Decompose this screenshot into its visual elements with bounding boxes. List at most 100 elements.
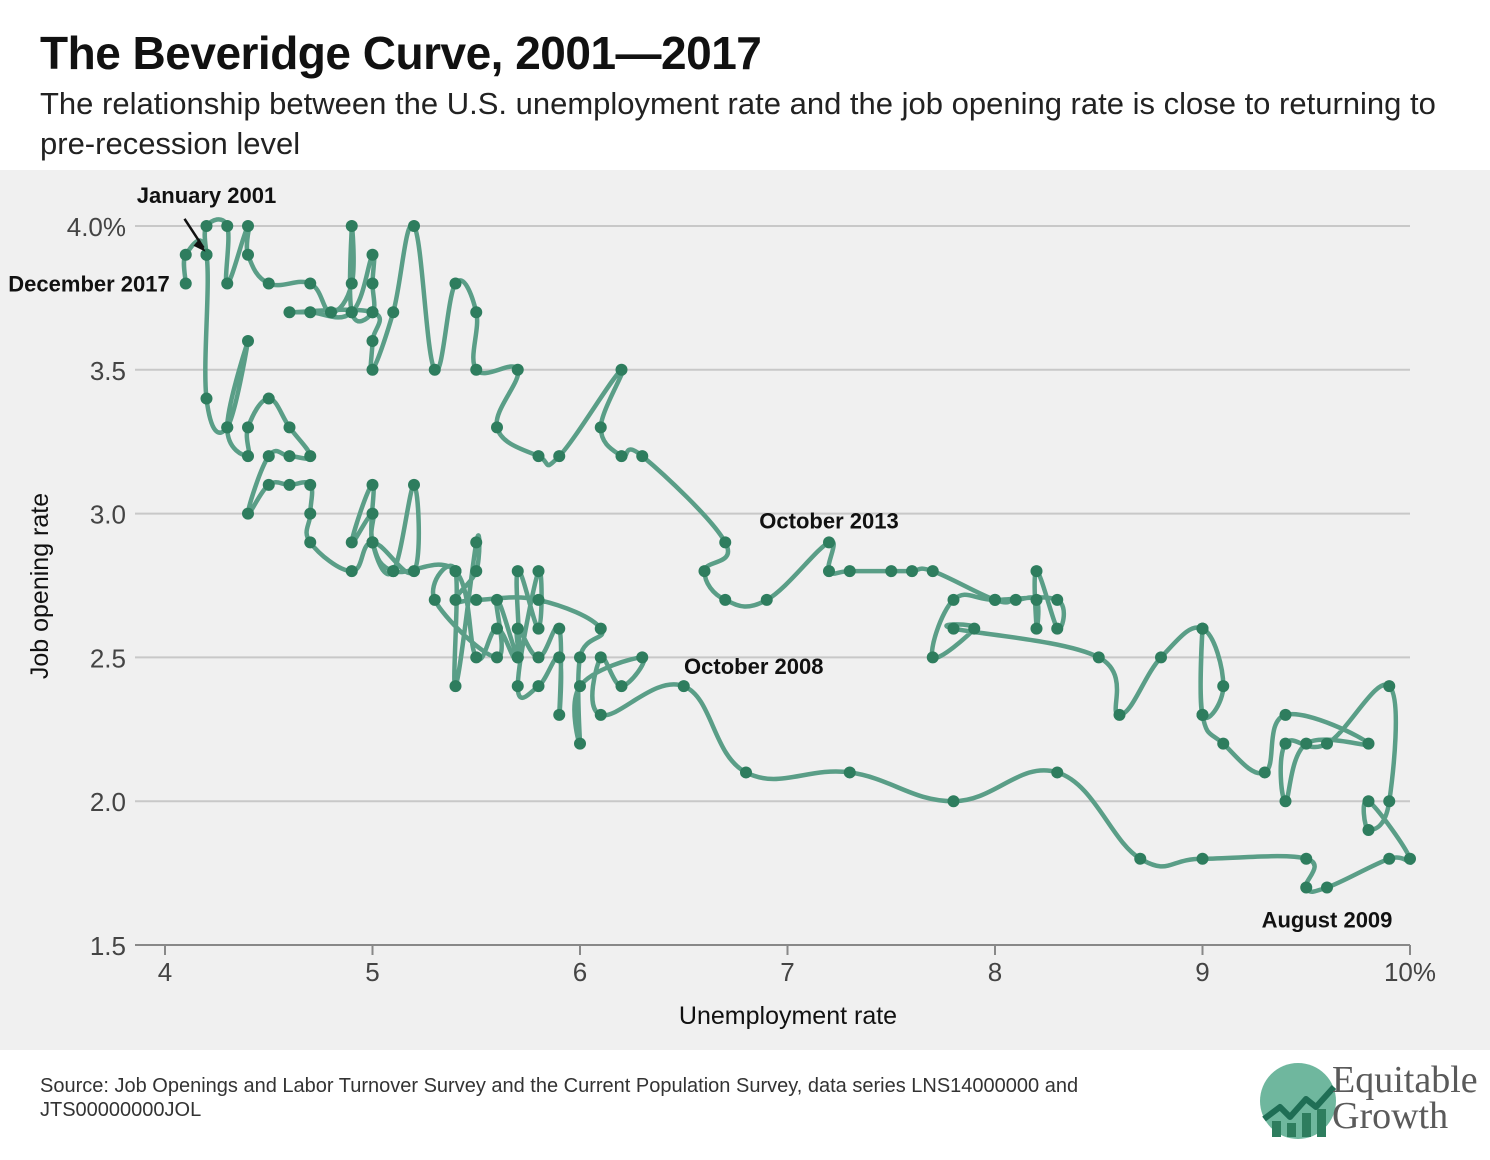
data-point [1051,593,1064,606]
data-point [304,478,317,491]
data-point [470,363,483,376]
y-tick-label: 2.0 [90,787,126,817]
annotation-label: October 2013 [759,508,898,533]
data-point [262,277,275,290]
data-point [1134,852,1147,865]
data-point [636,651,649,664]
series-line-layer [181,217,1414,895]
data-point [1300,852,1313,865]
data-point [1030,622,1043,635]
data-point [449,680,462,693]
data-point [532,651,545,664]
rising-chart-logo-icon [1260,1063,1337,1139]
data-point [1321,881,1333,894]
data-point [366,248,379,261]
annotation-label: August 2009 [1262,907,1393,932]
logo-text-line1: Equitable [1332,1059,1478,1101]
x-tick-label: 6 [573,957,587,987]
data-point [242,220,254,232]
data-point [843,766,856,779]
y-tick-label: 3.0 [90,500,126,530]
data-point [1362,823,1375,836]
y-tick-label: 2.5 [90,643,126,673]
data-point [304,306,317,319]
data-point [532,450,545,463]
data-point [532,622,545,635]
x-tick-label: 5 [365,957,379,987]
data-point [947,622,960,635]
data-point [345,536,358,549]
data-point [1113,708,1126,721]
data-point [719,593,732,606]
y-tick-label: 4.0% [67,212,126,242]
data-point [511,565,524,578]
data-point [1009,593,1022,606]
data-point [906,565,918,578]
data-point [366,306,379,319]
data-point [387,306,400,319]
data-point [885,565,898,578]
data-point [283,478,296,491]
data-point [968,622,981,635]
data-point [553,622,566,635]
data-point [594,421,607,434]
data-point [511,680,524,693]
annotation-label: October 2008 [684,654,823,679]
data-point [1196,708,1209,721]
data-point [366,507,379,520]
data-point [366,536,379,549]
data-point [179,248,192,261]
y-tick-label: 3.5 [90,356,126,386]
data-point [553,651,566,664]
data-point [366,363,379,376]
data-point [387,565,400,578]
data-point [408,220,420,232]
data-point [719,536,732,549]
y-tick-label: 1.5 [90,931,126,961]
data-point [989,593,1001,606]
x-tick-label: 8 [988,957,1002,987]
data-point [200,248,213,261]
data-point [262,478,275,491]
data-point [574,680,586,693]
data-point [304,536,317,549]
data-point [698,565,711,578]
data-point [1217,680,1230,693]
data-point [304,450,317,463]
data-point [1258,766,1271,779]
x-tick-label: 4 [158,957,172,987]
data-point [428,363,441,376]
data-point [408,565,420,578]
data-point [1030,593,1043,606]
data-point [242,450,254,463]
data-point [1404,852,1416,865]
data-point [179,277,192,290]
data-point [553,708,566,721]
data-point [428,593,441,606]
data-point [594,622,607,635]
data-point [823,565,835,578]
data-point [1051,766,1064,779]
data-point [1030,565,1043,578]
y-axis-label: Job opening rate [26,493,54,679]
annotation-label: January 2001 [137,183,276,208]
data-point [345,306,358,319]
data-point [345,220,358,232]
data-point [740,766,752,779]
data-point [1279,795,1292,808]
data-point [823,536,835,549]
data-point [532,565,545,578]
data-point [366,478,379,491]
annotation-arrowhead [193,238,206,252]
data-point [242,507,254,520]
data-point [470,306,483,319]
logo-text-line2: Growth [1332,1095,1449,1137]
data-point [511,363,524,376]
data-point [1383,852,1396,865]
data-point [470,593,483,606]
data-point [242,335,254,348]
data-point [594,651,607,664]
x-axis-label: Unemployment rate [679,1002,897,1030]
data-point [1300,881,1313,894]
